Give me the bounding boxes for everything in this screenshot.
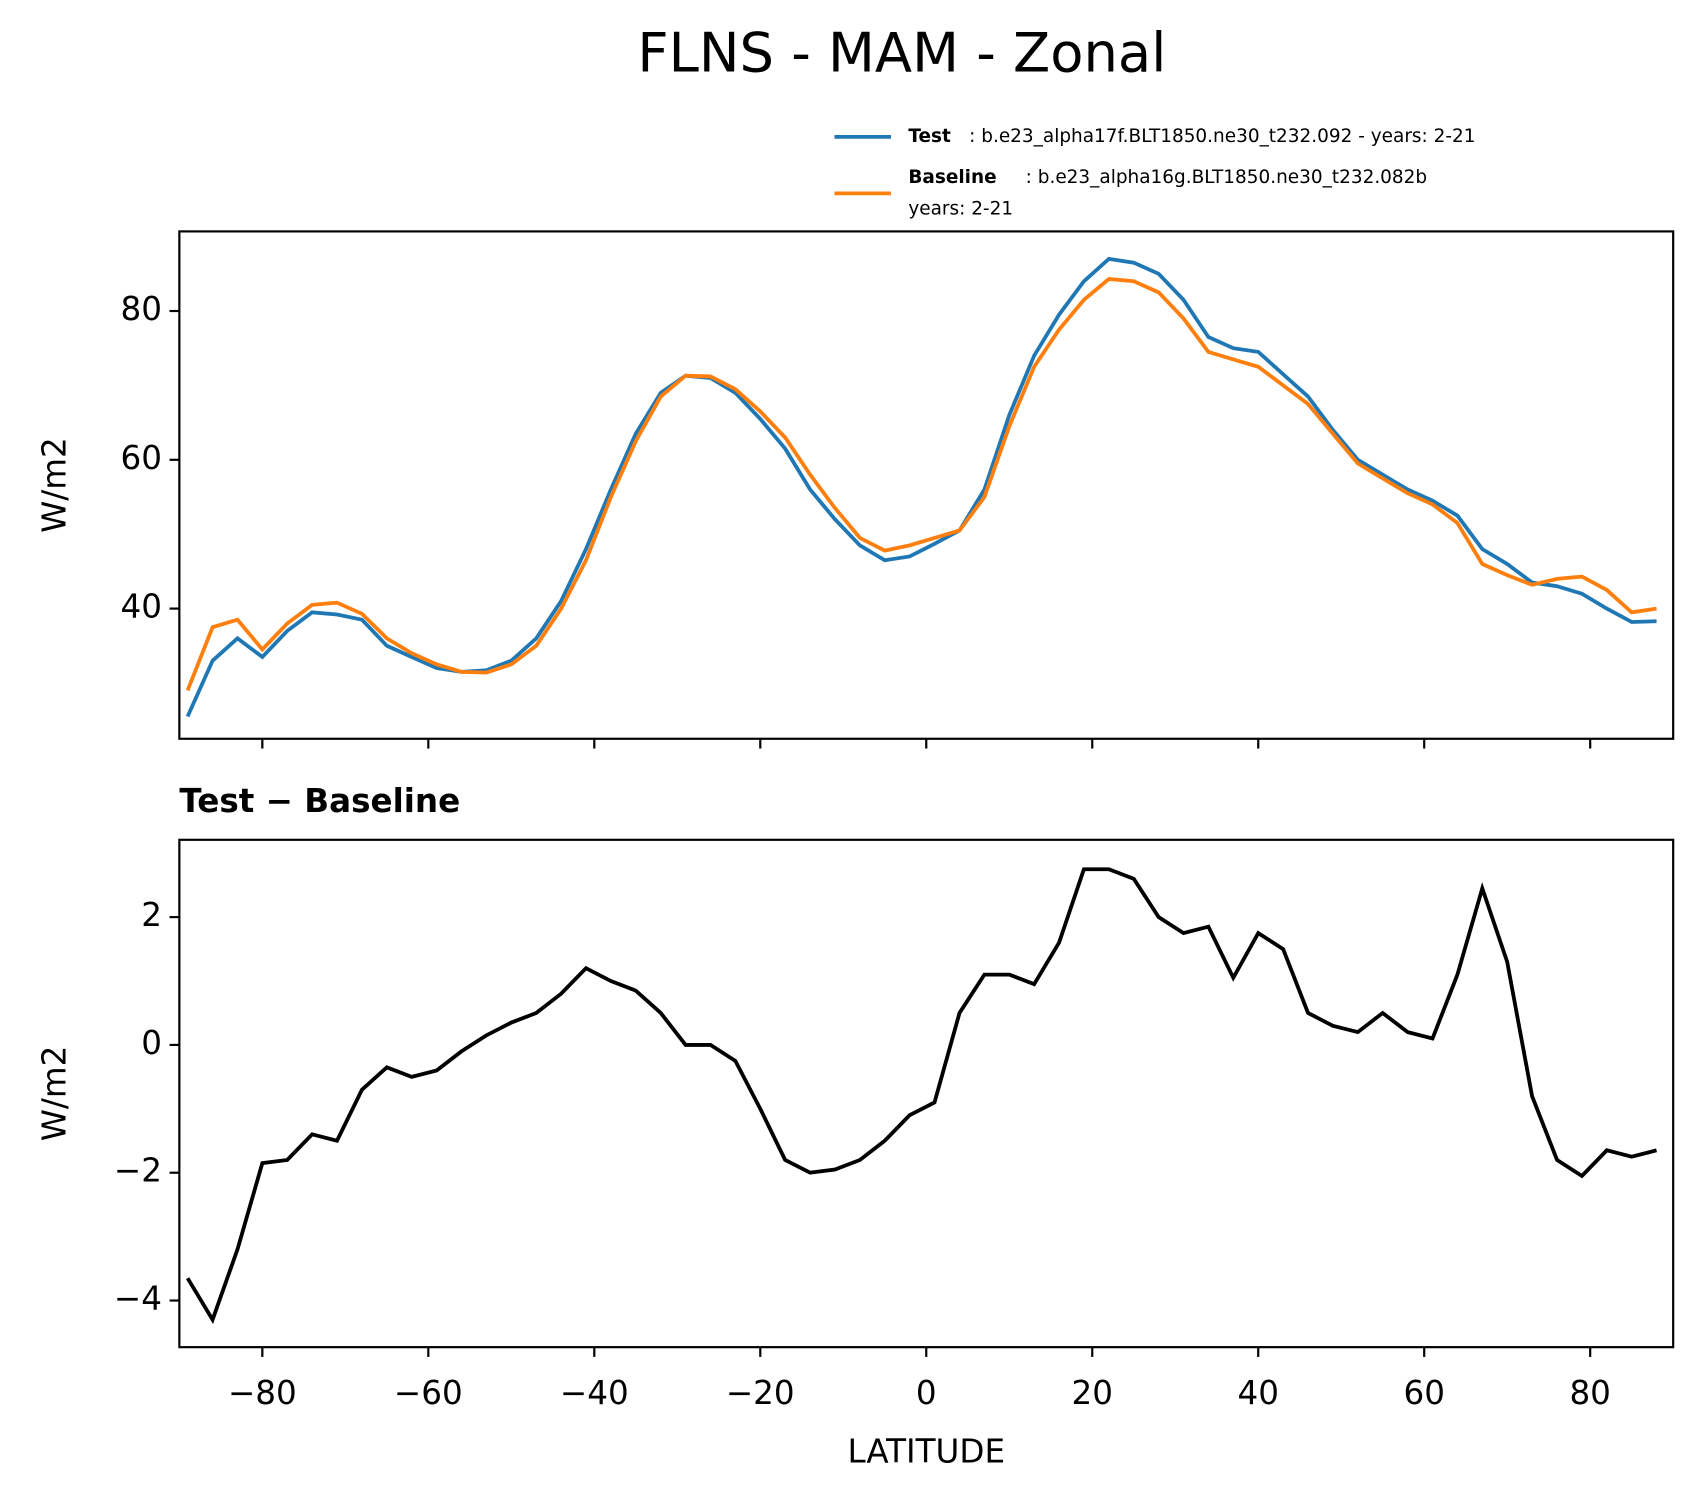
- plot-frame: [178, 838, 1675, 1349]
- y-tick-label: −4: [114, 1280, 162, 1318]
- line-series: [185, 867, 1658, 1325]
- x-tick-label: 0: [916, 1374, 937, 1412]
- plot-frame: [178, 230, 1675, 740]
- y-tick-label: −2: [114, 1152, 162, 1190]
- x-axis-label: LATITUDE: [847, 1433, 1005, 1471]
- line-series: [185, 277, 1657, 692]
- x-tick-label: 80: [1569, 1374, 1610, 1412]
- y-tick-label: 2: [141, 896, 162, 934]
- x-tick-label: 40: [1237, 1374, 1278, 1412]
- x-tick-label: 60: [1403, 1374, 1444, 1412]
- legend-text: years: 2-21: [908, 199, 1013, 220]
- y-tick-label: 80: [121, 290, 162, 328]
- y-axis-label: W/m2: [36, 437, 74, 533]
- y-tick-label: 60: [121, 439, 162, 477]
- legend-text: : b.e23_alpha16g.BLT1850.ne30_t232.082b: [1026, 167, 1427, 188]
- line-series: [185, 256, 1657, 718]
- panel-title: Test − Baseline: [179, 782, 460, 820]
- x-tick-label: −60: [394, 1374, 463, 1412]
- legend-name: Baseline: [908, 167, 996, 188]
- x-tick-label: −80: [228, 1374, 297, 1412]
- x-tick-label: −20: [726, 1374, 795, 1412]
- figure-title: FLNS - MAM - Zonal: [637, 22, 1166, 85]
- y-tick-label: 40: [121, 588, 162, 626]
- legend-name: Test: [908, 126, 951, 147]
- y-axis-label: W/m2: [36, 1046, 74, 1142]
- y-tick-label: 0: [141, 1024, 162, 1062]
- x-tick-label: −40: [560, 1374, 629, 1412]
- legend-text: : b.e23_alpha17f.BLT1850.ne30_t232.092 -…: [969, 126, 1475, 147]
- x-tick-label: 20: [1072, 1374, 1113, 1412]
